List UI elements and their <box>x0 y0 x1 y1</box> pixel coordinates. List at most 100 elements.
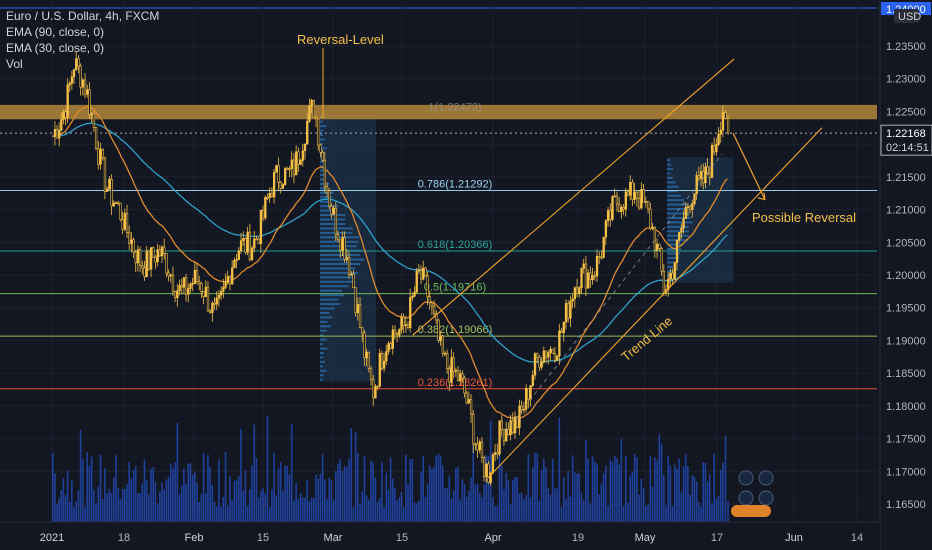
volume-bar <box>301 497 304 522</box>
candle-body <box>264 197 267 219</box>
candle-body <box>482 457 486 477</box>
candle-body <box>184 277 188 295</box>
volume-bar <box>174 462 176 522</box>
volume-profile-bar <box>667 181 676 184</box>
candle-body <box>726 118 730 134</box>
candle-body <box>646 201 650 210</box>
volume-bar <box>678 458 680 522</box>
candle-body <box>640 189 643 209</box>
volume-bar <box>273 452 275 522</box>
candle-body <box>699 171 703 179</box>
volume-bar <box>547 487 550 522</box>
candle-body <box>94 127 98 149</box>
candle-body <box>292 159 296 176</box>
volume-bar <box>130 478 133 522</box>
candle-body <box>119 202 122 220</box>
currency-button[interactable] <box>894 9 919 23</box>
candle-body <box>459 373 462 381</box>
volume-bar <box>104 468 106 522</box>
price-tick-label: 1.21500 <box>886 172 926 184</box>
event-icon[interactable] <box>738 490 754 506</box>
volume-bar <box>476 483 479 522</box>
volume-profile-bar <box>320 222 345 225</box>
volume-bar <box>317 478 320 522</box>
candle-body <box>476 443 479 451</box>
volume-bar <box>611 461 614 522</box>
volume-bar <box>444 488 446 522</box>
candle-body <box>567 303 570 319</box>
indicator-ema-30[interactable]: EMA (30, close, 0) <box>6 41 105 55</box>
candle-body <box>99 148 102 165</box>
volume-profile-bar <box>320 351 324 354</box>
candle-body <box>708 173 711 178</box>
candle-body <box>540 361 543 368</box>
volume-bar <box>115 455 117 522</box>
volume-bar <box>527 454 530 522</box>
event-icon[interactable] <box>738 470 754 486</box>
candle-body <box>618 203 621 213</box>
event-icon[interactable] <box>758 470 774 486</box>
event-icon[interactable] <box>758 490 774 506</box>
volume-bar <box>381 462 383 522</box>
candle-body <box>272 171 276 198</box>
volume-bar <box>299 493 302 522</box>
indicator-ema-90[interactable]: EMA (90, close, 0) <box>6 25 105 39</box>
volume-bar <box>288 474 291 522</box>
volume-bar <box>117 487 119 522</box>
volume-profile-bar <box>320 125 327 128</box>
candle-body <box>531 374 534 386</box>
volume-bar <box>315 474 317 522</box>
volume-profile-area <box>320 114 376 382</box>
candle-body <box>195 270 199 282</box>
volume-bar <box>137 493 139 522</box>
symbol-title[interactable]: Euro / U.S. Dollar, 4h, FXCM <box>6 9 160 23</box>
volume-profile-bar <box>320 289 343 292</box>
candle-body <box>130 239 133 244</box>
candle-body <box>123 212 127 230</box>
volume-bar <box>654 457 656 522</box>
indicator-volume[interactable]: Vol <box>6 57 23 71</box>
volume-bar <box>587 458 589 522</box>
candle-body <box>72 69 76 78</box>
volume-profile-bar <box>667 212 689 215</box>
volume-bar <box>90 456 93 522</box>
volume-bar <box>536 453 538 522</box>
volume-profile-bar <box>320 325 331 328</box>
volume-bar <box>178 494 181 522</box>
candle-body <box>591 275 594 280</box>
candle-body <box>347 257 351 276</box>
volume-profile-bar <box>320 218 346 221</box>
candle-body <box>354 287 357 313</box>
volume-bar <box>172 468 174 522</box>
channel-mid-line <box>499 153 723 439</box>
volume-profile-bar <box>320 311 330 314</box>
candle-body <box>215 297 218 305</box>
candle-body <box>553 353 557 361</box>
volume-bar <box>310 497 313 522</box>
volume-bar <box>108 489 111 522</box>
volume-profile-bar <box>667 194 681 197</box>
current-price-label: 1.22168 <box>886 128 926 140</box>
volume-bar <box>255 457 258 522</box>
volume-bar <box>514 477 516 522</box>
candle-body <box>341 237 344 251</box>
candle-body <box>704 166 707 184</box>
candle-body <box>358 304 362 328</box>
volume-bar <box>540 469 543 522</box>
volume-bar <box>152 466 155 522</box>
candle-body <box>301 150 304 161</box>
candle-body <box>655 243 659 251</box>
candle-body <box>509 420 512 436</box>
candle-body <box>529 385 532 400</box>
time-tick-label: 19 <box>572 532 584 544</box>
price-tick-label: 1.23500 <box>886 41 926 53</box>
candle-body <box>167 272 170 277</box>
candle-body <box>235 259 238 261</box>
candle-body <box>547 352 550 358</box>
volume-bar <box>242 490 244 522</box>
volume-bar <box>143 459 146 522</box>
candle-body <box>169 274 172 277</box>
fib-level-label: 0.5(1.19716) <box>424 282 486 294</box>
volume-bar <box>185 484 187 522</box>
